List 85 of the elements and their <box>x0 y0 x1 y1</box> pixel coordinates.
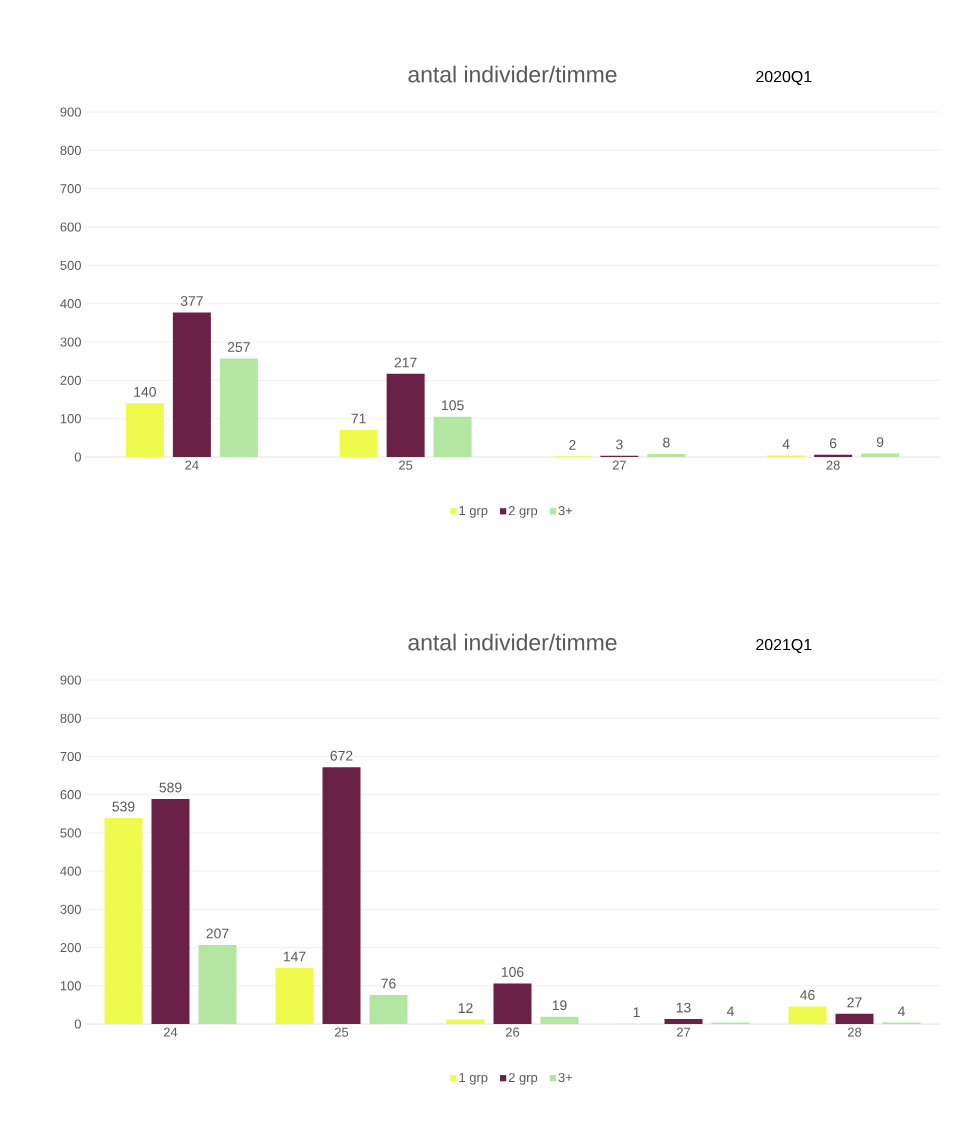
bar <box>664 1019 703 1025</box>
x-tick-label: 24 <box>185 460 199 470</box>
data-label: 105 <box>442 400 464 411</box>
x-tick-label: 27 <box>676 1027 691 1037</box>
data-label: 106 <box>501 967 524 977</box>
data-label: 6 <box>829 438 837 449</box>
bar <box>647 453 686 458</box>
chart-title: antal individer/timme <box>408 633 617 651</box>
bar <box>493 983 532 1025</box>
data-label: 207 <box>206 928 229 939</box>
legend-label: 1 grp <box>459 1073 488 1085</box>
data-label: 147 <box>283 951 306 962</box>
x-tick-label: 26 <box>505 1027 520 1037</box>
data-label: 589 <box>159 782 182 793</box>
data-label: 4 <box>897 1006 905 1016</box>
bar <box>104 818 143 1025</box>
bar <box>275 967 314 1025</box>
legend-label: 2 grp <box>508 1072 538 1085</box>
chart-title: antal individer/timme <box>408 65 617 83</box>
bar <box>835 1013 874 1025</box>
y-tick-label: 300 <box>60 337 81 347</box>
y-tick-label: 500 <box>60 260 81 270</box>
data-label: 27 <box>847 997 862 1008</box>
bar <box>369 994 408 1025</box>
legend-label: 2 grp <box>508 506 538 518</box>
bar <box>125 403 164 458</box>
text: 2020Q1 <box>756 70 812 86</box>
x-tick-label: 27 <box>612 460 626 470</box>
data-label: 3 <box>616 439 623 450</box>
bar <box>219 358 258 458</box>
y-tick-label: 700 <box>60 751 81 762</box>
data-label: 257 <box>227 342 250 352</box>
bar <box>446 1019 485 1025</box>
y-tick-label: 0 <box>74 452 81 462</box>
data-label: 539 <box>112 801 135 812</box>
y-tick-label: 700 <box>60 184 81 194</box>
y-tick-label: 300 <box>60 904 81 914</box>
y-tick-label: 400 <box>60 866 81 876</box>
data-label: 8 <box>663 437 670 448</box>
y-tick-label: 200 <box>60 375 81 385</box>
data-label: 71 <box>351 413 366 424</box>
data-label: 9 <box>876 437 884 448</box>
x-tick-label: 28 <box>826 460 840 470</box>
y-tick-label: 600 <box>60 790 81 800</box>
x-tick-label: 25 <box>334 1027 349 1037</box>
y-tick-label: 900 <box>60 675 81 685</box>
bar <box>339 429 378 458</box>
bar <box>172 312 211 458</box>
y-tick-label: 500 <box>60 828 81 838</box>
data-label: 76 <box>381 978 396 989</box>
data-label: 217 <box>394 357 417 368</box>
bar <box>322 767 361 1025</box>
data-label: 140 <box>134 386 156 397</box>
x-tick-label: 28 <box>847 1027 862 1037</box>
bar <box>198 944 237 1025</box>
data-label: 1 <box>633 1007 640 1018</box>
bar <box>386 373 425 458</box>
y-tick-label: 900 <box>60 107 81 117</box>
data-label: 2 <box>569 439 576 450</box>
y-tick-label: 100 <box>60 414 81 424</box>
legend-label: 3+ <box>558 506 573 516</box>
bar <box>151 798 190 1025</box>
y-tick-label: 100 <box>60 981 81 991</box>
data-label: 12 <box>458 1003 473 1013</box>
x-tick-label: 24 <box>163 1027 178 1037</box>
y-tick-label: 800 <box>60 145 81 155</box>
data-label: 4 <box>782 439 790 449</box>
data-label: 4 <box>726 1006 734 1016</box>
y-tick-label: 0 <box>74 1019 81 1029</box>
text: 2021Q1 <box>756 638 812 654</box>
y-tick-label: 600 <box>60 222 81 232</box>
bar <box>788 1006 827 1025</box>
data-label: 377 <box>180 296 203 306</box>
legend-label: 3+ <box>558 1072 573 1083</box>
data-label: 672 <box>330 750 353 761</box>
legend-label: 1 grp <box>459 506 488 518</box>
bar <box>433 416 472 458</box>
data-label: 19 <box>552 1000 567 1011</box>
y-tick-label: 400 <box>60 299 81 309</box>
data-label: 13 <box>676 1002 691 1013</box>
bar <box>540 1016 579 1025</box>
x-tick-label: 25 <box>399 460 413 470</box>
y-tick-label: 200 <box>60 942 81 953</box>
data-label: 46 <box>800 990 815 1000</box>
y-tick-label: 800 <box>60 713 81 723</box>
